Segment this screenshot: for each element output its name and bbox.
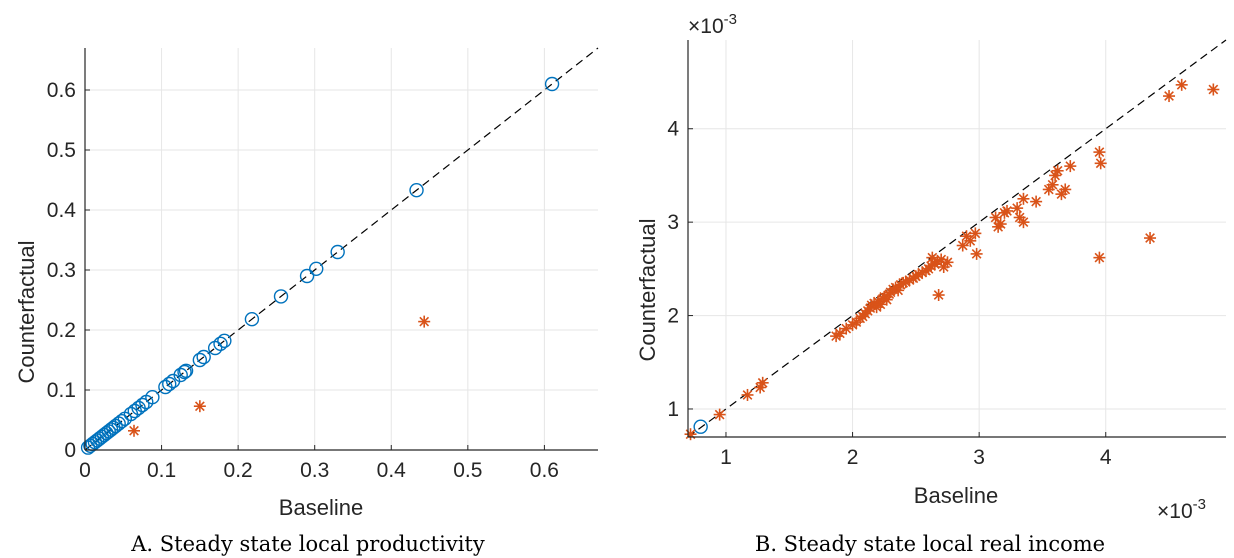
- panel-b-x-exponent: ×10-3: [1157, 496, 1206, 523]
- panel-b-star-point: [941, 256, 954, 269]
- panel-a-circle-point: [330, 244, 345, 260]
- panel-a-grid: [84, 48, 598, 451]
- panel-b-star-point: [1030, 195, 1043, 208]
- panel-a-axes: [84, 48, 598, 451]
- panel-a-xtick-label: 0.2: [224, 459, 253, 482]
- panel-a-star-point: [128, 424, 141, 437]
- panel-a-ytick-label: 0.5: [47, 139, 76, 162]
- panel-a-circle-point: [299, 268, 315, 284]
- panel-a-circle-point: [162, 376, 177, 392]
- panel-a-chart: 0 0.1 0.2 0.3 0.4 0.5 0.6 0 0.1 0.2 0.3 0.4 0.5 0.6 B…: [14, 47, 599, 556]
- panel-b-star-point: [833, 327, 846, 340]
- panel-a-circle-point: [409, 182, 424, 198]
- panel-b-xtick-label: 3: [973, 446, 985, 469]
- panel-b-star-point: [1051, 164, 1064, 177]
- panel-b-star-point: [713, 408, 726, 421]
- panel-b-star-point: [1049, 169, 1062, 182]
- panel-a-caption: A. Steady state local productivity: [130, 532, 485, 556]
- panel-b-star-point: [1175, 78, 1188, 91]
- panel-a-ytick-label: 0: [64, 439, 76, 462]
- panel-b-star-point: [1046, 178, 1059, 191]
- panel-a-circle-point: [177, 364, 192, 380]
- panel-a-xtick-label: 0: [79, 459, 91, 482]
- panel-b-star-point: [1093, 251, 1106, 264]
- panel-b-star-point: [1059, 183, 1072, 196]
- panel-b-star-point: [1064, 160, 1077, 173]
- panel-b-star-point: [994, 218, 1007, 231]
- panel-a-ytick-label: 0.1: [47, 379, 76, 402]
- panel-b-star-point: [1163, 90, 1176, 103]
- panel-b-marks: [684, 78, 1220, 441]
- panel-b-star-point: [1017, 192, 1030, 205]
- panel-a-ytick-label: 0.3: [47, 259, 76, 282]
- panel-b-chart: 1 2 3 4 1 2 3 4 ×10-3 ×10-3 Baseline Counterfac…: [635, 11, 1227, 556]
- panel-a-xtick-label: 0.5: [453, 459, 482, 482]
- panel-b-ytick-label: 4: [667, 118, 679, 141]
- panel-b-star-point: [684, 428, 697, 441]
- panel-b-star-point: [1001, 204, 1014, 217]
- panel-a-ytick-label: 0.4: [47, 199, 77, 222]
- panel-b-star-point: [1144, 232, 1157, 245]
- panel-b-y-exponent: ×10-3: [688, 11, 737, 38]
- panel-a-ytick-label: 0.6: [47, 79, 76, 102]
- panel-b-star-point: [969, 227, 982, 240]
- panel-a-circle-point: [244, 312, 260, 327]
- panel-a-circle-point: [178, 363, 194, 378]
- panel-a-ytick-label: 0.2: [47, 319, 76, 342]
- panel-b-tick-labels: 1 2 3 4 1 2 3 4: [667, 118, 1112, 469]
- panel-a-circle-point: [273, 289, 289, 304]
- panel-a-circle-point: [192, 352, 208, 368]
- panel-a-circle-point: [217, 333, 232, 348]
- panel-a-star-point: [193, 400, 206, 413]
- panel-b-xtick-label: 2: [847, 446, 859, 469]
- panel-b-star-point: [989, 211, 1002, 224]
- panel-b-star-point: [964, 234, 977, 247]
- panel-a-xtick-label: 0.3: [300, 459, 329, 482]
- panel-a-star-point: [418, 315, 431, 328]
- panel-b-xlabel: Baseline: [914, 483, 998, 508]
- panel-b-star-point: [1207, 83, 1220, 96]
- panel-a-circle-point: [114, 414, 129, 429]
- panel-b-star-point: [932, 289, 945, 302]
- panel-a-xlabel: Baseline: [279, 495, 363, 520]
- panel-b-grid: [688, 40, 1226, 437]
- panel-b-circle-point: [693, 419, 708, 434]
- panel-b-star-point: [756, 376, 769, 389]
- panel-b-ylabel: Counterfactual: [635, 218, 660, 361]
- panel-a-xtick-label: 0.4: [377, 459, 407, 482]
- panel-b-ytick-label: 1: [667, 398, 679, 421]
- panel-a-xtick-label: 0.1: [147, 459, 176, 482]
- panel-b-caption: B. Steady state local real income: [755, 532, 1105, 556]
- panel-b-star-point: [970, 247, 983, 260]
- panel-b-xtick-label: 1: [720, 446, 732, 469]
- panel-a-circle-point: [544, 76, 560, 92]
- panel-b-star-point: [926, 251, 939, 264]
- panel-b-star-point: [1017, 216, 1030, 229]
- panel-a-circle-point: [196, 349, 211, 365]
- panel-a-circle-point: [145, 390, 160, 405]
- panel-b-reference-line: [687, 39, 1227, 438]
- panel-a-circle-point: [213, 336, 228, 351]
- panel-a-circle-point: [309, 261, 324, 276]
- panel-b-star-point: [1094, 157, 1107, 170]
- panel-b-ytick-label: 3: [667, 211, 679, 234]
- panel-b-diagonal-line: [687, 39, 1227, 438]
- panel-b-star-point: [840, 322, 853, 335]
- panel-a-ylabel: Counterfactual: [14, 240, 39, 383]
- panel-b-star-point: [1011, 202, 1024, 215]
- panel-b-xtick-label: 4: [1100, 446, 1112, 469]
- panel-a-tick-labels: 0 0.1 0.2 0.3 0.4 0.5 0.6 0 0.1 0.2 0.3 0.4 0.5 0.6: [47, 79, 559, 482]
- panel-b-axes: [687, 40, 1226, 438]
- panel-b-star-point: [956, 239, 969, 252]
- panel-b-ytick-label: 2: [667, 305, 679, 328]
- panel-a-xtick-label: 0.6: [530, 459, 559, 482]
- panel-b-star-point: [1093, 146, 1106, 159]
- panel-a-marks: [80, 76, 560, 455]
- panel-a-circle-point: [135, 397, 150, 413]
- panel-b-star-point: [741, 388, 754, 401]
